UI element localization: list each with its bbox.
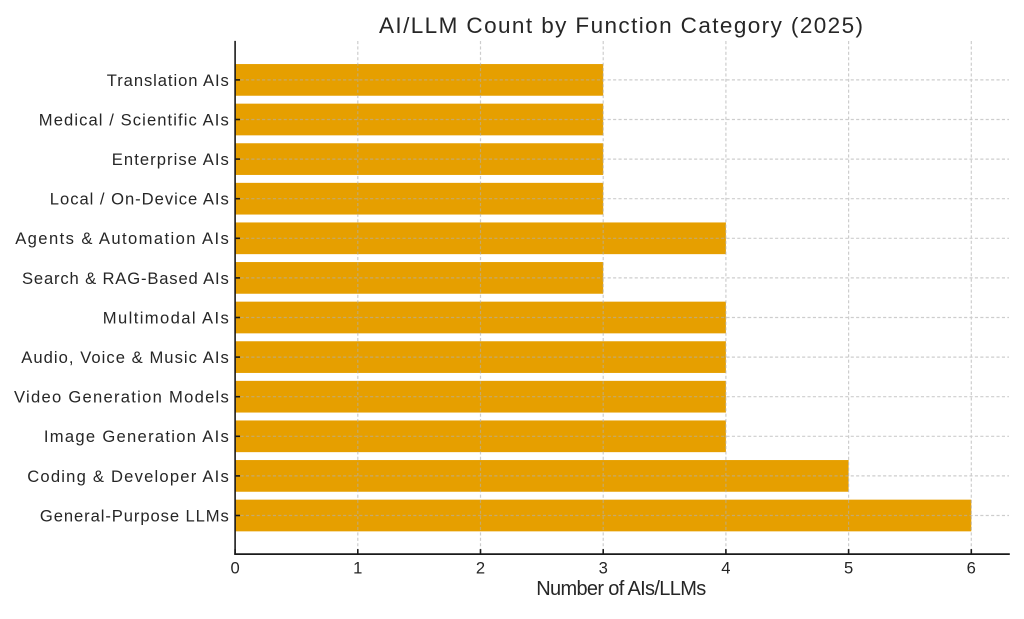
svg-text:0: 0 <box>230 558 239 577</box>
svg-text:Enterprise AIs: Enterprise AIs <box>112 150 229 169</box>
svg-text:Translation AIs: Translation AIs <box>107 71 229 90</box>
svg-text:Multimodal AIs: Multimodal AIs <box>103 308 229 327</box>
svg-text:Agents & Automation AIs: Agents & Automation AIs <box>15 229 229 248</box>
svg-text:Video Generation Models: Video Generation Models <box>14 388 229 407</box>
svg-text:Search & RAG-Based AIs: Search & RAG-Based AIs <box>22 269 229 288</box>
svg-text:Number of AIs/LLMs: Number of AIs/LLMs <box>536 578 706 600</box>
svg-text:2: 2 <box>476 558 485 577</box>
svg-text:4: 4 <box>721 558 730 577</box>
svg-text:AI/LLM Count by Function Categ: AI/LLM Count by Function Category (2025) <box>379 13 863 38</box>
svg-text:Medical / Scientific AIs: Medical / Scientific AIs <box>39 110 229 129</box>
svg-text:General-Purpose LLMs: General-Purpose LLMs <box>40 506 229 525</box>
svg-text:6: 6 <box>967 558 976 577</box>
svg-text:Local / On-Device AIs: Local / On-Device AIs <box>50 190 229 209</box>
svg-text:1: 1 <box>353 558 362 577</box>
svg-text:5: 5 <box>844 558 853 577</box>
svg-text:Coding & Developer AIs: Coding & Developer AIs <box>27 467 229 486</box>
svg-text:3: 3 <box>599 558 608 577</box>
